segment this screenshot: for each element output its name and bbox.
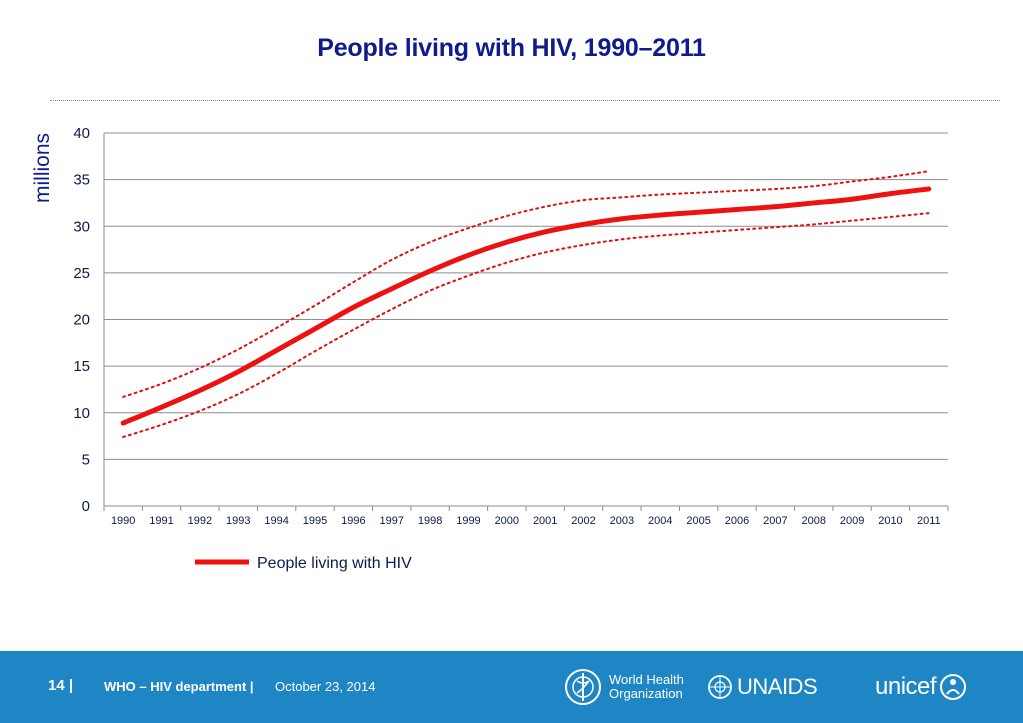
x-tick-label: 2009 <box>840 515 864 527</box>
x-tick-label: 1994 <box>264 515 288 527</box>
uncertainty-bound-line <box>122 212 930 438</box>
legend-label: People living with HIV <box>257 555 412 572</box>
page-number: 14 | <box>48 677 74 694</box>
x-tick-label: 1996 <box>341 515 365 527</box>
unaids-logo: UNAIDS <box>707 665 818 709</box>
x-tick-label: 2003 <box>610 515 634 527</box>
x-tick-label: 2002 <box>571 515 595 527</box>
who-logo: World Health Organization <box>563 665 684 709</box>
y-tick-label: 15 <box>73 358 90 375</box>
y-tick-label: 35 <box>73 172 90 189</box>
y-axis-label: millions <box>31 133 54 203</box>
footer-bar: 14 | WHO – HIV department | October 23, … <box>0 651 1023 723</box>
x-tick-label: 2011 <box>917 515 941 527</box>
unicef-logo: unicef <box>875 665 968 709</box>
x-tick-label: 1997 <box>379 515 403 527</box>
department-label: WHO – HIV department | <box>104 679 254 694</box>
who-wordmark: World Health Organization <box>609 672 684 701</box>
x-tick-label: 2005 <box>686 515 710 527</box>
x-tick-label: 1992 <box>188 515 212 527</box>
footer-date: October 23, 2014 <box>275 679 376 694</box>
unicef-emblem-icon <box>940 674 967 700</box>
y-tick-label: 5 <box>82 451 90 468</box>
series-line <box>120 186 932 426</box>
y-tick-label: 10 <box>73 405 90 422</box>
x-tick-label: 1998 <box>418 515 442 527</box>
un-emblem-icon <box>708 675 732 699</box>
title-divider <box>50 100 1000 101</box>
x-tick-label: 1993 <box>226 515 250 527</box>
x-tick-label: 1995 <box>303 515 327 527</box>
unicef-wordmark: unicef <box>875 673 937 700</box>
uncertainty-bound-line <box>122 170 930 398</box>
y-tick-label: 20 <box>73 312 90 329</box>
y-tick-label: 30 <box>73 218 90 235</box>
x-tick-label: 2010 <box>878 515 902 527</box>
x-tick-label: 2007 <box>763 515 787 527</box>
x-tick-label: 2006 <box>725 515 749 527</box>
x-tick-label: 1999 <box>456 515 480 527</box>
y-tick-label: 25 <box>73 265 90 282</box>
x-tick-label: 2004 <box>648 515 672 527</box>
who-emblem-icon <box>565 669 601 705</box>
x-tick-label: 2008 <box>801 515 825 527</box>
x-tick-label: 1990 <box>111 515 135 527</box>
y-tick-label: 40 <box>73 125 90 142</box>
x-tick-label: 2000 <box>495 515 519 527</box>
unaids-wordmark: UNAIDS <box>737 674 818 699</box>
slide-title: People living with HIV, 1990–2011 <box>317 34 706 62</box>
y-tick-label: 0 <box>82 498 90 515</box>
line-chart: 0 5 10 15 20 25 30 35 40 1990 1991 1992 1993 1994 1995… <box>31 125 949 572</box>
x-tick-label: 1991 <box>149 515 173 527</box>
x-tick-label: 2001 <box>533 515 557 527</box>
